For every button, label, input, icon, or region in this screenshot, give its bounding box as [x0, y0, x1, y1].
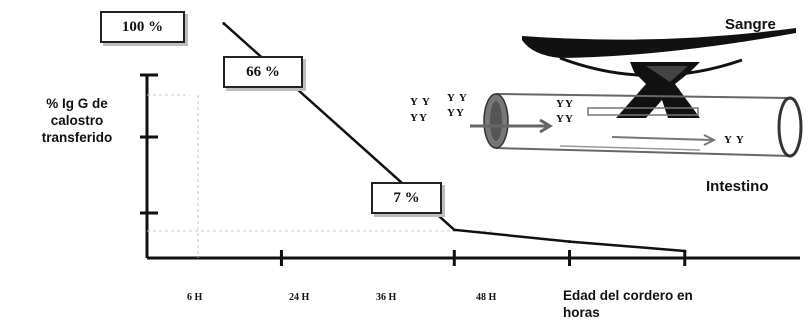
- antibody-group: Y Y: [447, 92, 468, 104]
- data-point: [568, 240, 572, 244]
- antibody-group: YY: [410, 112, 428, 124]
- series-points: [222, 21, 687, 253]
- x-tick-label: 48 H: [476, 292, 497, 303]
- data-point: [683, 249, 687, 253]
- antibody-group: YY: [556, 98, 574, 110]
- guide-lines: [147, 94, 493, 258]
- annotation-100-percent: 100 %: [100, 11, 185, 43]
- intestine-tube: [470, 93, 803, 158]
- x-tick-label: 36 H: [376, 292, 397, 303]
- annotation-66-percent: 66 %: [223, 56, 303, 88]
- data-point: [452, 228, 456, 232]
- antibody-group: Y Y: [410, 96, 431, 108]
- annotation-7-percent: 7 %: [371, 182, 442, 214]
- blood-antibodies: Y Y Y Y Y Y Y: [612, 38, 693, 50]
- antibody-group: YY: [556, 113, 574, 125]
- data-point: [222, 21, 226, 25]
- series-line: [222, 22, 685, 253]
- chart-axes: [140, 73, 800, 260]
- x-axis-label: Edad del cordero en horas: [563, 288, 693, 320]
- x-ticks: [279, 250, 687, 266]
- y-axis-label: % Ig G de calostro transferido: [41, 96, 113, 145]
- x-tick-label: 24 H: [289, 292, 310, 303]
- blood-label: Sangre: [725, 16, 776, 33]
- intestine-label: Intestino: [706, 178, 769, 195]
- x-tick-label: 6 H: [187, 292, 203, 303]
- antibody-group: Y Y: [724, 134, 745, 146]
- transfer-cross-icon: [616, 62, 700, 118]
- antibody-group: YY: [447, 107, 465, 119]
